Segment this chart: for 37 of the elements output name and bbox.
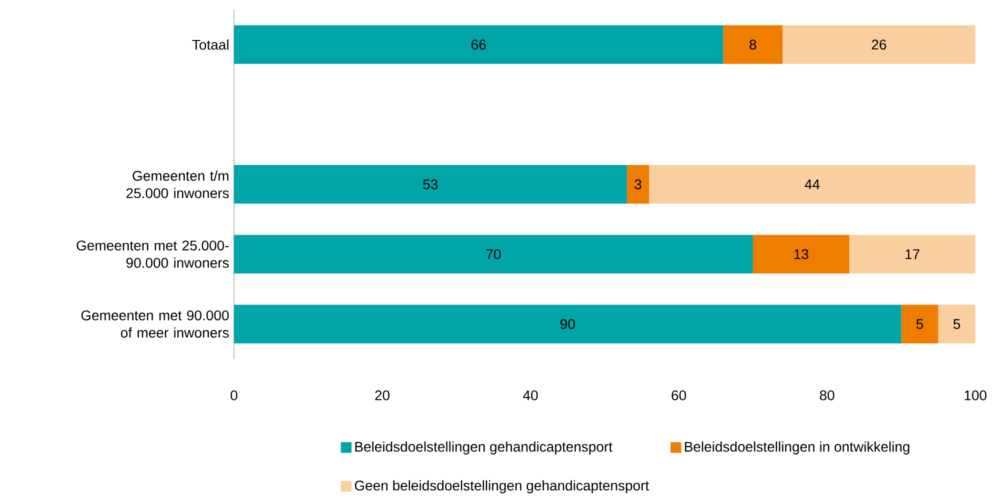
legend-label: Beleidsdoelstellingen gehandicaptensport — [355, 441, 612, 454]
data-label: 5 — [953, 319, 960, 329]
x-tick-label: 100 — [964, 390, 986, 400]
bar — [234, 164, 627, 204]
bar — [849, 234, 976, 274]
data-label: 17 — [906, 249, 920, 260]
y-tick-label: Gemeenten t/m 25.000 inwoners — [126, 170, 229, 198]
x-tick-label: 40 — [523, 390, 538, 400]
y-tick-label: Totaal — [192, 39, 228, 50]
x-tick-label: 0 — [230, 390, 238, 400]
bar — [752, 234, 850, 274]
y-tick-label: Gemeenten met 90.000 of meer inwoners — [81, 310, 229, 338]
bar — [782, 25, 976, 64]
data-label: 3 — [634, 179, 642, 190]
data-label: 5 — [916, 319, 924, 329]
x-tick-label: 20 — [375, 390, 390, 400]
data-label: 8 — [750, 40, 756, 50]
bar — [649, 164, 976, 204]
data-label: 70 — [486, 249, 501, 260]
y-tick-label: Gemeenten met 25.000-90.000 inwoners — [76, 240, 229, 268]
bar — [626, 164, 650, 204]
x-tick-label: 60 — [672, 390, 686, 400]
data-label: 90 — [560, 319, 575, 330]
data-label: 66 — [472, 40, 486, 50]
bar — [723, 25, 783, 64]
bar — [234, 304, 902, 344]
x-tick-label: 80 — [820, 390, 834, 400]
bar — [938, 304, 976, 344]
bar — [234, 25, 724, 64]
data-label: 53 — [423, 179, 438, 190]
bar — [234, 234, 753, 274]
data-label: 13 — [794, 249, 808, 260]
data-label: 26 — [872, 40, 886, 50]
legend-label: Geen beleidsdoelstellingen gehandicaptensport — [354, 480, 649, 494]
legend-label: Beleidsdoelstellingen in ontwikkeling — [684, 441, 910, 454]
data-label: 44 — [804, 180, 820, 190]
bar — [901, 304, 938, 344]
